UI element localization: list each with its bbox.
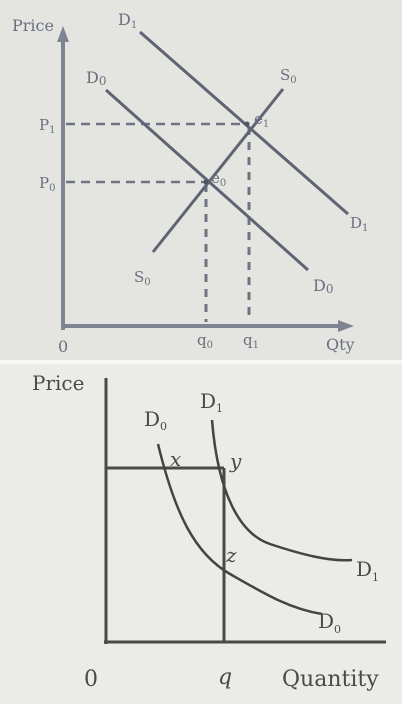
demand-curve-d1 [139, 30, 349, 216]
curve-label-d1-top: D1 [118, 10, 137, 31]
curve-label-d1-end: D1 [350, 214, 368, 234]
point-label-y: y [229, 449, 242, 473]
curve-label-d1-end: D1 [356, 557, 379, 584]
supply-demand-diagram: Price Qty 0 P1 P0 q0 q1 D1 D1 D0 D0 S0 S… [12, 10, 369, 356]
point-label-e0: e0 [211, 169, 226, 189]
quantity-label-q1: q1 [243, 331, 259, 351]
origin-label: 0 [84, 667, 98, 692]
x-axis-label: Qty [326, 335, 355, 354]
y-axis-arrow [57, 26, 69, 42]
point-label-z: z [225, 543, 237, 567]
curve-label-s0-top: S0 [280, 66, 297, 86]
quantity-label-q0: q0 [197, 331, 213, 351]
demand-curve-d0 [156, 443, 323, 616]
x-axis-label: Quantity [282, 667, 379, 692]
panel-separator [0, 360, 402, 366]
curve-label-d1-top: D1 [200, 389, 223, 415]
price-label-p1: P1 [39, 116, 55, 136]
curve-label-d0-end: D0 [318, 609, 341, 636]
curve-label-s0-bottom: S0 [134, 268, 151, 288]
demand-curve-d1 [210, 419, 353, 562]
curve-label-d0-top: D0 [144, 407, 167, 433]
price-label-p0: P0 [39, 174, 55, 194]
supply-demand-svg: Price Qty 0 P1 P0 q0 q1 D1 D1 D0 D0 S0 S… [12, 10, 368, 356]
point-label-x: x [170, 447, 181, 471]
curve-label-d0-top: D0 [86, 68, 106, 88]
demand-shift-diagram: Price Quantity 0 q D0 D1 D1 D0 x y z [0, 364, 402, 704]
origin-label: 0 [58, 337, 68, 356]
supply-curve-s0 [151, 88, 285, 253]
y-axis-label: Price [32, 371, 84, 395]
demand-shift-svg: Price Quantity 0 q D0 D1 D1 D0 x y z [32, 371, 386, 692]
curve-label-d0-end: D0 [313, 276, 333, 296]
y-axis-label: Price [12, 16, 54, 35]
x-axis-arrow [338, 320, 354, 332]
equilibrium-point-e0 [203, 179, 209, 185]
quantity-label-q: q [218, 665, 232, 690]
point-label-e1: e1 [254, 110, 269, 130]
equilibrium-point-e1 [244, 121, 250, 127]
